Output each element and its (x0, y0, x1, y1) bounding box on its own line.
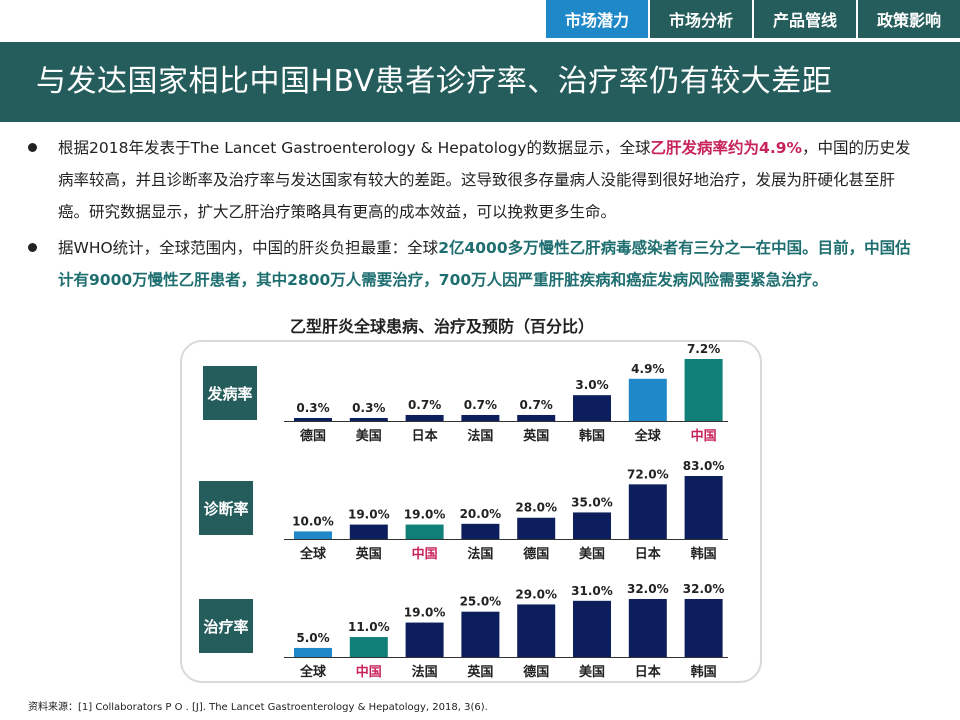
category-label-1-6: 日本 (635, 546, 661, 562)
bullet-dot-1 (28, 143, 37, 152)
bar-1-0 (294, 531, 332, 539)
category-label-0-3: 法国 (467, 428, 493, 444)
bar-2-3 (461, 611, 500, 657)
bar-0-2 (405, 414, 444, 421)
bullet-2-highlight: 2亿4000多万慢性乙肝病毒感染者有三分之一在中国。目前，中国估计有9000万慢… (58, 239, 911, 289)
bullet-1-text-a: 根据2018年发表于The Lancet Gastroenterology & … (58, 139, 651, 157)
category-label-2-2: 法国 (412, 664, 438, 680)
bullet-1-highlight: 乙肝发病率约为4.9% (650, 139, 803, 157)
category-label-1-3: 法国 (467, 546, 493, 562)
category-label-1-5: 美国 (579, 546, 605, 562)
bar-1-1 (349, 524, 388, 539)
category-label-0-0: 德国 (300, 428, 326, 444)
value-label-2-0: 5.0% (296, 631, 329, 645)
panel-label-incidence: 发病率 (203, 366, 257, 420)
category-label-0-4: 英国 (522, 428, 549, 444)
page-title: 与发达国家相比中国HBV患者诊疗率、治疗率仍有较大差距 (36, 64, 833, 99)
category-label-0-5: 韩国 (579, 428, 605, 444)
value-label-1-4: 28.0% (515, 501, 557, 515)
value-label-0-2: 0.7% (408, 398, 441, 412)
value-label-0-0: 0.3% (296, 401, 329, 415)
value-label-0-6: 4.9% (631, 362, 664, 376)
nav-tabs: 市场潜力 市场分析 产品管线 政策影响 (544, 0, 960, 38)
bullet-1: 根据2018年发表于The Lancet Gastroenterology & … (58, 132, 924, 228)
value-label-2-1: 11.0% (348, 620, 390, 634)
category-label-2-1: 中国 (356, 664, 382, 680)
value-label-2-6: 32.0% (627, 582, 669, 596)
tab-market-analysis[interactable]: 市场分析 (650, 0, 752, 38)
chart-title: 乙型肝炎全球患病、治疗及预防（百分比） (290, 317, 595, 336)
value-label-1-0: 10.0% (292, 514, 334, 528)
category-label-2-3: 英国 (466, 664, 493, 680)
bullet-2-text-a: 据WHO统计，全球范围内，中国的肝炎负担最重：全球 (58, 239, 439, 257)
value-label-1-5: 35.0% (571, 495, 613, 509)
bar-2-0 (294, 647, 332, 657)
bar-2-5 (573, 600, 611, 657)
value-label-2-7: 32.0% (683, 582, 725, 596)
panel-label-diagnosis: 诊断率 (199, 481, 253, 535)
tab-market-potential[interactable]: 市场潜力 (546, 0, 648, 38)
value-label-2-5: 31.0% (571, 584, 613, 598)
bar-0-1 (349, 418, 388, 421)
value-label-2-2: 19.0% (404, 606, 446, 620)
bar-1-7 (684, 476, 723, 539)
category-label-2-7: 韩国 (691, 664, 717, 680)
value-label-0-4: 0.7% (520, 398, 553, 412)
bar-0-3 (461, 414, 500, 421)
category-label-1-0: 全球 (299, 546, 327, 562)
bullet-2: 据WHO统计，全球范围内，中国的肝炎负担最重：全球2亿4000多万慢性乙肝病毒感… (58, 232, 924, 296)
value-label-2-3: 25.0% (460, 595, 502, 609)
value-label-0-5: 3.0% (575, 378, 608, 392)
bar-1-4 (517, 517, 556, 539)
value-label-1-1: 19.0% (348, 508, 390, 522)
category-label-1-7: 韩国 (691, 546, 717, 562)
bullet-dot-2 (28, 243, 37, 252)
category-label-0-1: 美国 (356, 428, 382, 444)
tab-policy-impact[interactable]: 政策影响 (858, 0, 960, 38)
bar-2-1 (349, 637, 388, 657)
bar-1-6 (628, 484, 667, 539)
bar-1-3 (461, 523, 500, 539)
title-band: 与发达国家相比中国HBV患者诊疗率、治疗率仍有较大差距 (0, 42, 960, 122)
category-label-2-4: 德国 (523, 664, 549, 680)
bar-2-7 (684, 599, 723, 657)
bar-2-6 (628, 599, 667, 657)
panel-label-treatment: 治疗率 (199, 599, 253, 653)
bar-1-5 (573, 512, 611, 539)
category-label-0-2: 日本 (412, 428, 438, 444)
bar-0-4 (517, 414, 556, 421)
value-label-0-1: 0.3% (352, 401, 385, 415)
source-note: 资料来源：[1] Collaborators P O . [J]. The La… (28, 702, 488, 713)
bar-0-7 (684, 359, 723, 421)
bar-0-6 (628, 378, 667, 421)
value-label-0-7: 7.2% (687, 342, 720, 356)
category-label-0-7: 中国 (691, 428, 717, 444)
category-label-1-4: 德国 (523, 546, 549, 562)
bullet-1-text-b: ，中国的历史发病率较高，并且诊断率及治疗率与发达国家有较大的差距。这导致很多存量… (58, 139, 911, 221)
category-label-2-5: 美国 (579, 664, 605, 680)
category-label-1-2: 中国 (412, 546, 438, 562)
value-label-1-3: 20.0% (460, 507, 502, 521)
bar-2-2 (405, 622, 444, 657)
category-label-0-6: 全球 (634, 428, 662, 444)
category-label-2-0: 全球 (299, 664, 327, 680)
category-label-1-1: 英国 (355, 546, 382, 562)
tab-product-pipeline[interactable]: 产品管线 (754, 0, 856, 38)
value-label-1-6: 72.0% (627, 467, 669, 481)
bar-0-5 (573, 395, 611, 421)
category-label-2-6: 日本 (635, 664, 661, 680)
value-label-2-4: 29.0% (515, 587, 557, 601)
bar-0-0 (294, 418, 332, 421)
bar-2-4 (517, 604, 556, 657)
value-label-0-3: 0.7% (464, 398, 497, 412)
bar-1-2 (405, 524, 444, 539)
value-label-1-2: 19.0% (404, 508, 446, 522)
value-label-1-7: 83.0% (683, 459, 725, 473)
